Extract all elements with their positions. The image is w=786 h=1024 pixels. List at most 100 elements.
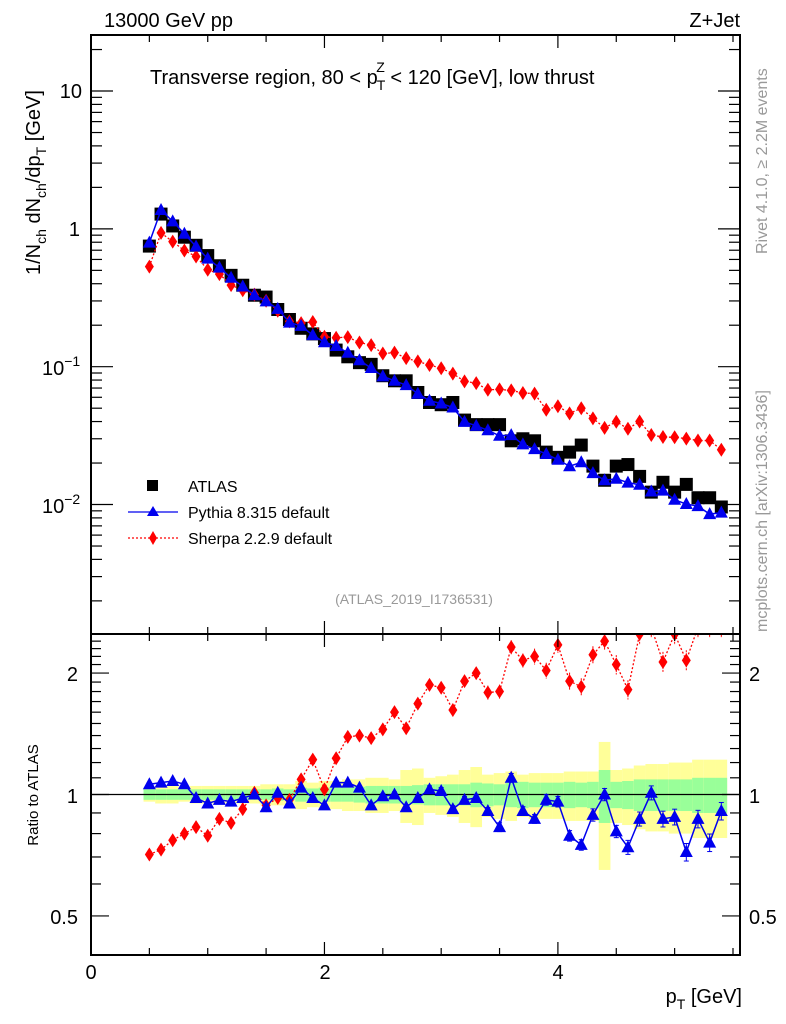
xlabel-unit: [GeV] [685,986,742,1008]
pythia-point [247,288,261,301]
sherpa-point [308,314,318,329]
sherpa-ratio-point [471,666,481,681]
sherpa-point [576,401,586,416]
atlas-band-inner [680,779,693,812]
pythia-point [528,442,542,455]
pythia-ratio-point [376,789,390,802]
pythia-point [212,260,226,273]
ylabel-part-1: ch [33,229,49,244]
sherpa-point [530,386,540,401]
sherpa-point [670,430,680,445]
legend-marker-triangle [147,506,159,516]
pythia-ratio-point [423,782,437,795]
pythia-ratio-point [586,807,600,820]
sherpa-ratio-point [460,674,470,689]
main-y-tick-label-3: 10−2 [42,491,80,518]
pythia-point [668,492,682,505]
pythia-point [446,400,460,413]
pythia-ratio-point [679,845,693,858]
main-y-axis-label: 1/Nch dNch/dpT [GeV] [23,90,49,275]
sherpa-point [553,399,563,414]
pythia-point [201,251,215,264]
plot-title-sup: Z [376,59,385,75]
legend-marker-diamond [149,531,157,545]
sherpa-point [623,421,633,436]
ratio-y-axis-label: Ratio to ATLAS [25,744,42,845]
atlas-point [656,475,670,489]
pythia-point [504,428,518,441]
pythia-ratio-point [317,798,331,811]
sherpa-ratio-point [483,685,493,700]
sherpa-point [401,351,411,366]
sherpa-point [179,243,189,258]
atlas-point [528,434,542,448]
xlabel-main: p [666,986,677,1008]
pythia-ratio-point [282,796,296,809]
pythia-ratio-point [341,775,355,788]
pythia-point [516,437,530,450]
pythia-ratio-point [434,784,448,797]
sherpa-point [611,414,621,429]
sherpa-ratio-point [506,640,516,655]
atlas-point [563,445,577,459]
sherpa-ratio-point [697,634,699,635]
analysis-id: (ATLAS_2019_I1736531) [335,591,493,607]
pythia-ratio-point [189,791,203,804]
pythia-ratio-point [504,770,518,783]
pythia-ratio-point [201,796,215,809]
sherpa-ratio-point [168,833,178,848]
pythia-point [352,353,366,366]
pythia-ratio-point [142,777,156,790]
pythia-ratio-point [691,811,705,824]
ratio-y-tick-label-05-right: 0.5 [749,907,777,929]
sherpa-ratio-point [495,684,505,699]
sherpa-ratio-point [354,728,364,743]
sherpa-ratio-point [709,634,710,635]
pythia-point [563,459,577,472]
sherpa-ratio-point [319,782,329,797]
xlabel-sub: T [677,996,686,1012]
sherpa-point [343,330,353,345]
x-axis-label: pT [GeV] [666,986,742,1012]
sherpa-point [191,249,201,264]
header-left: 13000 GeV pp [104,10,233,32]
pythia-point [387,373,401,386]
sherpa-point [413,354,423,369]
sherpa-point [389,345,399,360]
pythia-ratio-point [236,791,250,804]
pythia-ratio-point [154,775,168,788]
pythia-point [551,452,565,465]
legend-entry-atlas: ATLAS [147,479,238,496]
sherpa-point [705,433,715,448]
sherpa-ratio-point [425,677,435,692]
pythia-ratio-point [271,785,285,798]
sherpa-ratio-point [623,682,633,697]
atlas-point [621,458,635,472]
pythia-point [714,505,728,518]
pythia-ratio-point [563,828,577,841]
sherpa-ratio-point [530,649,540,664]
sherpa-point [483,382,493,397]
pythia-point [703,507,717,520]
plot-title-pre: Transverse region, 80 < p [150,67,378,89]
axes-frames [90,34,741,956]
pythia-ratio-point [516,804,530,817]
pythia-point [259,294,273,307]
pythia-point [306,328,320,341]
pythia-ratio-point [493,820,507,833]
sherpa-point [518,385,528,400]
legend-label-sherpa: Sherpa 2.2.9 default [188,531,333,548]
sherpa-ratio-point [308,752,318,767]
sherpa-point [646,427,656,442]
sherpa-ratio-point [658,655,668,670]
pythia-point [586,466,600,479]
sherpa-ratio-point [448,702,458,717]
sherpa-point [436,361,446,376]
sherpa-ratio-point [611,657,621,672]
pythia-ratio-point [177,777,191,790]
pythia-point [189,239,203,252]
sherpa-point [366,338,376,353]
x-tick-label-1: 2 [319,962,330,984]
ratio-y-tick-label-05: 0.5 [50,907,78,929]
pythia-point [282,315,296,328]
